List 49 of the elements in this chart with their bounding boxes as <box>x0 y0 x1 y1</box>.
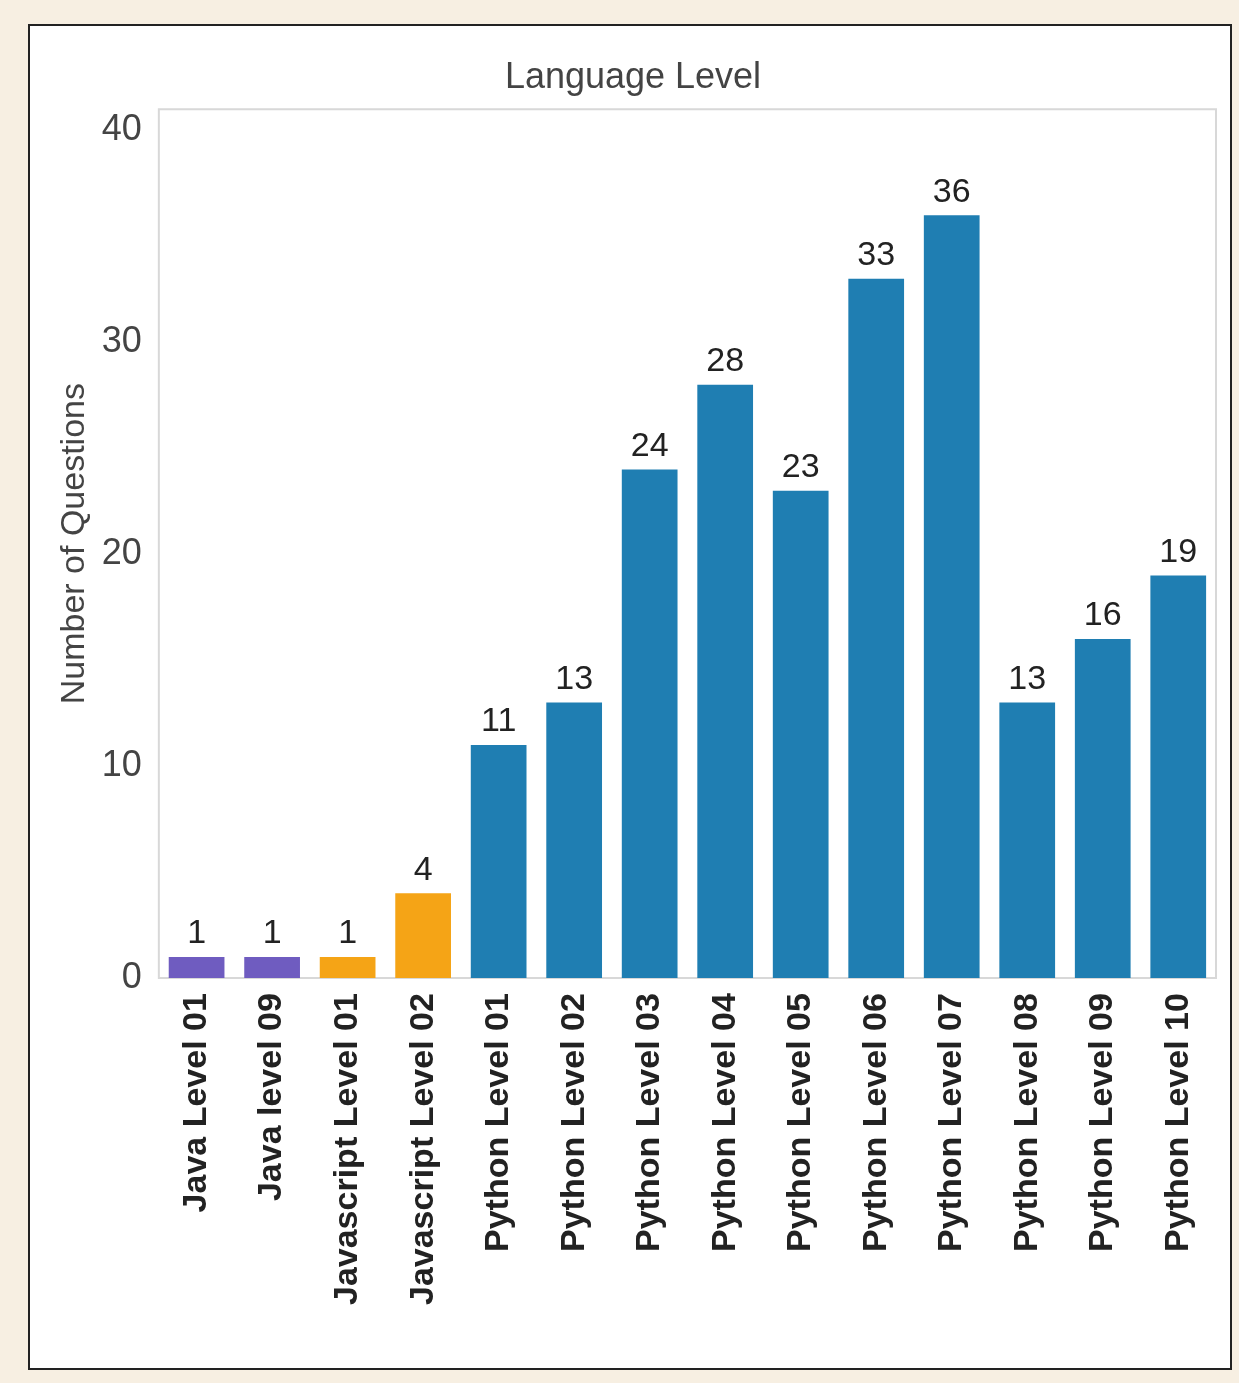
chart-title: Language Level <box>504 54 762 96</box>
bar <box>848 278 905 979</box>
data-label: 1 <box>262 912 282 951</box>
data-label: 1 <box>338 912 358 951</box>
y-tick-label: 10 <box>101 743 142 785</box>
data-label: 13 <box>555 657 594 696</box>
x-tick-label: Javascript Level 02 <box>401 993 440 1306</box>
bar <box>244 956 300 979</box>
y-tick-label: 40 <box>101 107 142 149</box>
x-tick-label: Python Level 07 <box>930 993 969 1252</box>
x-tick-label: Python Level 06 <box>854 993 893 1252</box>
data-label: 24 <box>630 424 669 463</box>
x-tick-label: Python Level 08 <box>1005 993 1044 1252</box>
bar <box>923 215 980 979</box>
bar <box>168 956 225 979</box>
x-tick-label: Python Level 03 <box>628 993 667 1252</box>
data-label: 28 <box>706 340 745 379</box>
bar <box>546 702 603 979</box>
x-tick-label: Python Level 02 <box>552 993 591 1252</box>
x-tick-label: Javascript Level 01 <box>326 993 364 1306</box>
bar <box>395 893 451 979</box>
bar <box>319 956 376 979</box>
bar <box>697 384 754 979</box>
data-label: 19 <box>1159 530 1198 569</box>
bar <box>1074 639 1131 979</box>
x-tick-label: Python Level 04 <box>703 993 742 1252</box>
bar <box>621 469 678 979</box>
data-label: 1 <box>187 912 207 951</box>
data-label: 36 <box>932 170 971 209</box>
bar <box>1150 575 1207 979</box>
data-label: 13 <box>1008 657 1047 696</box>
x-tick-label: Python Level 10 <box>1156 993 1195 1252</box>
y-tick-label: 0 <box>121 955 142 997</box>
x-tick-label: Java level 09 <box>250 993 289 1202</box>
bar <box>999 702 1056 979</box>
x-tick-label: Python Level 05 <box>779 993 818 1252</box>
data-label: 11 <box>480 700 517 739</box>
y-tick-label: 20 <box>101 531 142 573</box>
data-label: 4 <box>413 848 433 887</box>
y-tick-label: 30 <box>101 319 142 361</box>
y-axis-title: Number of Questions <box>52 383 91 705</box>
x-tick-label: Python Level 01 <box>477 993 516 1252</box>
bar <box>470 745 527 979</box>
data-label: 23 <box>781 446 820 485</box>
data-label: 16 <box>1083 594 1122 633</box>
data-label: 33 <box>857 234 896 273</box>
bar <box>772 490 829 979</box>
x-tick-label: Java Level 01 <box>174 993 213 1213</box>
x-tick-label: Python Level 09 <box>1081 993 1120 1252</box>
